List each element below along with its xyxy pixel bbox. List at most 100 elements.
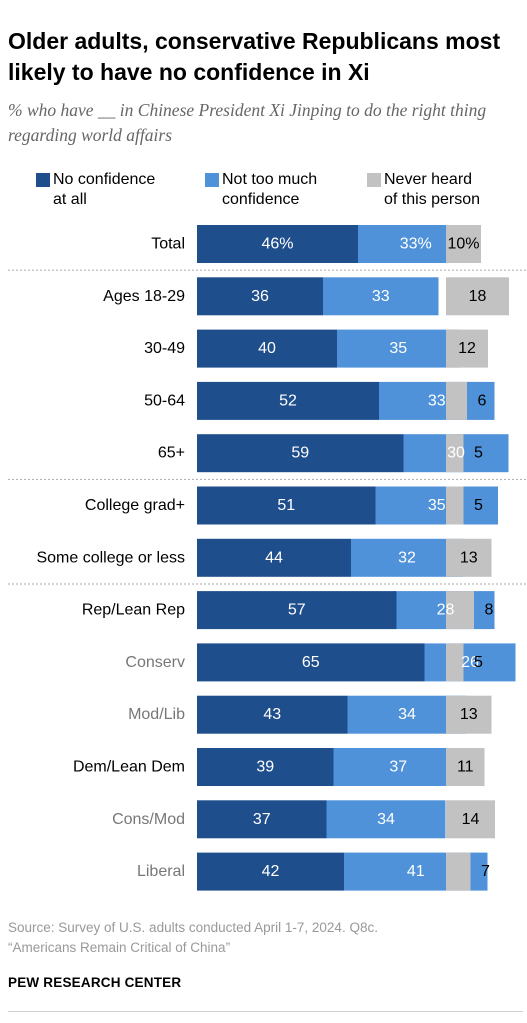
bar-never-heard <box>446 434 464 473</box>
legend-swatch-never-heard <box>367 173 381 187</box>
value-label-no-confidence: 40 <box>258 340 276 357</box>
bar-no-confidence <box>197 800 327 839</box>
row-label: 50-64 <box>144 392 185 409</box>
value-label-no-confidence: 39 <box>256 759 274 776</box>
source-note: Source: Survey of U.S. adults conducted … <box>8 918 523 958</box>
value-label-no-confidence: 57 <box>288 602 306 619</box>
bar-no-confidence <box>197 486 376 525</box>
bar-no-confidence <box>197 695 348 734</box>
bar-no-confidence <box>197 643 425 682</box>
legend-swatch-not-too-much <box>205 173 219 187</box>
row-label: Ages 18-29 <box>103 288 185 305</box>
bar-not-too-much <box>379 381 495 420</box>
value-label-not-too-much: 41 <box>407 863 425 880</box>
value-label-not-too-much: 37 <box>389 759 407 776</box>
row-label: Some college or less <box>36 549 185 566</box>
value-label-not-too-much: 33 <box>372 288 390 305</box>
value-label-no-confidence: 52 <box>279 392 297 409</box>
value-label-no-confidence: 42 <box>262 863 280 880</box>
bar-no-confidence <box>197 591 397 630</box>
value-label-not-too-much: 30 <box>447 445 465 462</box>
value-label-never-heard: 10% <box>447 236 479 253</box>
bar-never-heard <box>446 538 492 577</box>
bar-never-heard <box>446 329 488 368</box>
bar-not-too-much <box>396 591 495 630</box>
bar-not-too-much <box>375 486 498 525</box>
bar-never-heard <box>446 643 464 682</box>
bar-not-too-much <box>424 643 516 682</box>
bar-no-confidence <box>197 329 337 368</box>
value-label-never-heard: 5 <box>474 497 483 514</box>
value-label-never-heard: 18 <box>469 288 487 305</box>
value-label-never-heard: 12 <box>458 340 476 357</box>
bar-not-too-much <box>351 538 463 577</box>
bottom-rule <box>8 1011 523 1012</box>
value-label-never-heard: 6 <box>478 392 487 409</box>
chart-title: Older adults, conservative Republicans m… <box>8 28 501 85</box>
value-label-never-heard: 5 <box>474 654 483 671</box>
row-label: 30-49 <box>144 340 185 357</box>
value-label-never-heard: 5 <box>474 445 483 462</box>
value-label-no-confidence: 44 <box>265 549 283 566</box>
value-label-not-too-much: 33 <box>428 392 446 409</box>
bar-not-too-much <box>333 748 463 786</box>
value-label-not-too-much: 35 <box>428 497 446 514</box>
bar-never-heard <box>446 748 485 786</box>
value-label-not-too-much: 32 <box>398 549 416 566</box>
bar-never-heard <box>446 225 481 263</box>
row-label: Rep/Lean Rep <box>82 602 185 619</box>
row-label: Cons/Mod <box>112 811 185 828</box>
value-label-never-heard: 11 <box>457 759 474 776</box>
value-label-never-heard: 7 <box>481 863 490 880</box>
value-label-never-heard: 8 <box>485 602 494 619</box>
row-label: Dem/Lean Dem <box>73 759 185 776</box>
bar-not-too-much <box>326 800 446 839</box>
bar-never-heard <box>446 695 492 734</box>
value-label-no-confidence: 43 <box>263 706 281 723</box>
legend-label-not-too-much: Not too much confidence <box>222 171 318 208</box>
value-label-not-too-much: 35 <box>389 340 407 357</box>
value-label-no-confidence: 46% <box>261 236 293 253</box>
value-label-not-too-much: 26 <box>461 654 479 671</box>
bar-no-confidence <box>197 434 404 473</box>
row-label: Mod/Lib <box>128 706 185 723</box>
chart-subtitle: % who have __ in Chinese President Xi Ji… <box>8 100 487 145</box>
value-label-not-too-much: 28 <box>437 602 455 619</box>
bar-not-too-much <box>337 329 460 368</box>
bar-never-heard <box>446 277 509 316</box>
source-line-1: Source: Survey of U.S. adults conducted … <box>8 920 378 935</box>
bar-no-confidence <box>197 538 351 577</box>
value-label-not-too-much: 34 <box>377 811 395 828</box>
bar-never-heard <box>446 381 467 420</box>
bar-never-heard <box>446 852 471 891</box>
value-label-no-confidence: 59 <box>291 445 309 462</box>
bar-no-confidence <box>197 748 334 786</box>
value-label-never-heard: 13 <box>460 706 478 723</box>
bar-no-confidence <box>197 381 379 420</box>
bar-no-confidence <box>197 225 358 263</box>
value-label-not-too-much: 33% <box>400 236 432 253</box>
legend-label-no-confidence: No confidence at all <box>53 171 156 208</box>
organization-name: PEW RESEARCH CENTER <box>8 975 182 990</box>
row-label: Conserv <box>125 654 185 671</box>
value-label-never-heard: 13 <box>460 549 478 566</box>
row-label: 65+ <box>158 445 185 462</box>
bar-never-heard <box>446 800 495 839</box>
legend-swatch-no-confidence <box>36 173 50 187</box>
value-label-not-too-much: 34 <box>398 706 416 723</box>
row-label: Total <box>151 236 185 253</box>
row-label: Liberal <box>137 863 185 880</box>
bar-never-heard <box>446 591 474 630</box>
value-label-never-heard: 14 <box>462 811 480 828</box>
source-line-2: “Americans Remain Critical of China” <box>8 940 231 955</box>
bar-not-too-much <box>323 277 439 316</box>
row-label: College grad+ <box>85 497 185 514</box>
bar-no-confidence <box>197 277 323 316</box>
bar-never-heard <box>446 486 464 525</box>
value-label-no-confidence: 51 <box>277 497 295 514</box>
value-label-no-confidence: 65 <box>302 654 320 671</box>
value-label-no-confidence: 37 <box>253 811 271 828</box>
legend-label-never-heard: Never heard of this person <box>384 171 481 208</box>
bar-no-confidence <box>197 852 344 891</box>
